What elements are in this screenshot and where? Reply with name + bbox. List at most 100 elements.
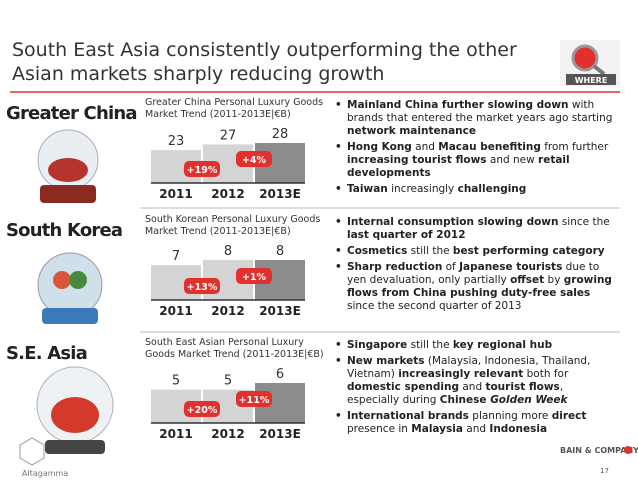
bullet-text: direct <box>551 410 587 422</box>
bullet-text: since the second quarter of 2013 <box>347 300 522 312</box>
bar-chart: 7 2011 8 2012 8 2013E +13% +1% <box>151 244 305 318</box>
growth-badge <box>236 391 272 407</box>
growth-badge <box>184 278 220 294</box>
bullet-text: Golden Week <box>490 394 568 406</box>
company: BAIN & COMPANY <box>560 446 638 455</box>
bullet-text: Mainland China further slowing down <box>347 99 569 111</box>
slide-title: South East Asia consistently outperformi… <box>12 38 517 86</box>
value-label: 6 <box>276 367 284 382</box>
bullet-text: key regional hub <box>452 339 553 351</box>
bullet-text: by <box>544 274 564 286</box>
bullet: Internal consumption slowing down since … <box>335 216 617 242</box>
growth-label: +1% <box>242 272 267 283</box>
growth-label: +11% <box>239 395 270 406</box>
bullet-text: presence in <box>347 423 412 435</box>
bullet: Singapore still the key regional hub <box>335 339 617 352</box>
globe-image <box>36 366 114 454</box>
category-label: 2012 <box>211 187 244 201</box>
bullet-text: Singapore <box>347 339 408 351</box>
bullet: Cosmetics still the best performing cate… <box>335 245 617 258</box>
bullet-text: and new <box>486 154 539 166</box>
region-label: Greater China <box>6 103 138 124</box>
bullet-text: network maintenance <box>347 125 476 137</box>
bullet-text: Taiwan <box>347 183 388 195</box>
bullet: Taiwan increasingly challenging <box>335 183 617 196</box>
growth-label: +4% <box>242 155 267 166</box>
category-label: 2012 <box>211 427 244 441</box>
bullet-text: Macau benefiting <box>438 141 541 153</box>
title-line: South East Asia consistently outperformi… <box>12 39 517 61</box>
bullet-text: due to yen devaluation, only partially <box>347 261 600 286</box>
bullet-text: offset <box>510 274 545 286</box>
category-label: 2013E <box>259 304 301 318</box>
bullet-text: since the <box>558 216 610 228</box>
bullet-text: growing flows from China pushing duty-fr… <box>347 274 612 299</box>
bullet-text: from further <box>540 141 609 153</box>
growth-badge <box>184 161 220 177</box>
globe-image <box>37 252 103 324</box>
bullet-text: Sharp reduction <box>347 261 443 273</box>
value-label: 28 <box>272 127 289 142</box>
bullet-text: International brands <box>347 410 469 422</box>
bullet-text: Japanese tourists <box>459 261 563 273</box>
bullet-text: retail developments <box>347 154 570 179</box>
bullet-text: Indonesia <box>489 423 548 435</box>
globe-image <box>37 129 99 203</box>
category-label: 2013E <box>259 187 301 201</box>
chart-title: South East Asian Personal Luxury Goods M… <box>145 337 324 360</box>
bullet-text: challenging <box>457 183 527 195</box>
logo-mark <box>19 437 45 466</box>
bullet-text: increasingly relevant <box>398 368 524 380</box>
bullet-text: best performing category <box>452 245 605 257</box>
icon-label: WHERE <box>575 76 608 85</box>
bullet-text: Cosmetics <box>347 245 408 257</box>
value-label: 7 <box>172 249 180 264</box>
bullet: Sharp reduction of Japanese tourists due… <box>335 261 617 313</box>
bullet: Mainland China further slowing down with… <box>335 99 617 138</box>
chart-title: Greater China Personal Luxury Goods Mark… <box>145 97 324 120</box>
where-icon: WHERE <box>560 40 620 86</box>
value-label: 23 <box>168 134 185 149</box>
bullet: Hong Kong and Macau benefiting from furt… <box>335 141 617 180</box>
chart-title: South Korean Personal Luxury Goods Marke… <box>145 214 321 237</box>
category-label: 2011 <box>159 304 192 318</box>
bullet-text: both for <box>523 368 569 380</box>
bullet-text: , especially during <box>347 381 564 406</box>
region-label: South Korea <box>6 220 123 241</box>
bullet-text: Internal consumption slowing down <box>347 216 559 228</box>
value-label: 27 <box>220 128 237 143</box>
bullet-list: Internal consumption slowing down since … <box>335 216 617 316</box>
category-label: 2013E <box>259 427 301 441</box>
growth-label: +13% <box>187 282 218 293</box>
company-dot <box>624 446 632 454</box>
page-number: 17 <box>600 467 609 475</box>
value-label: 5 <box>172 374 180 389</box>
bullet-text: increasing tourist flows <box>347 154 487 166</box>
bullet-text: New markets <box>347 355 425 367</box>
bullet: International brands planning more direc… <box>335 410 617 436</box>
bullet-text: Chinese <box>439 394 491 406</box>
bullet-list: Singapore still the key regional hub New … <box>335 339 617 439</box>
bullet-text: and <box>411 141 439 153</box>
bullet-text: last quarter of 2012 <box>347 229 466 241</box>
growth-badge <box>236 268 272 284</box>
bullet: New markets (Malaysia, Indonesia, Thaila… <box>335 355 617 407</box>
category-label: 2011 <box>159 187 192 201</box>
growth-label: +19% <box>187 165 218 176</box>
region-label: S.E. Asia <box>6 343 88 364</box>
value-label: 8 <box>276 244 284 259</box>
bar-chart: 23 2011 27 2012 28 2013E +19% +4% <box>151 127 305 201</box>
title-line: Asian markets sharply reducing growth <box>12 63 385 85</box>
bullet-text: and <box>462 423 490 435</box>
bullet-text: Malaysia <box>411 423 463 435</box>
category-label: 2011 <box>159 427 192 441</box>
bullet-text: (Malaysia, Indonesia, Thailand, Vietnam) <box>347 355 591 380</box>
category-label: 2012 <box>211 304 244 318</box>
bullet-text: domestic spending <box>347 381 460 393</box>
value-label: 8 <box>224 244 232 259</box>
bullet-text: with brands that entered the market year… <box>347 99 613 124</box>
growth-label: +20% <box>187 405 218 416</box>
bar-chart: 5 2011 5 2012 6 2013E +20% +11% <box>151 367 305 441</box>
